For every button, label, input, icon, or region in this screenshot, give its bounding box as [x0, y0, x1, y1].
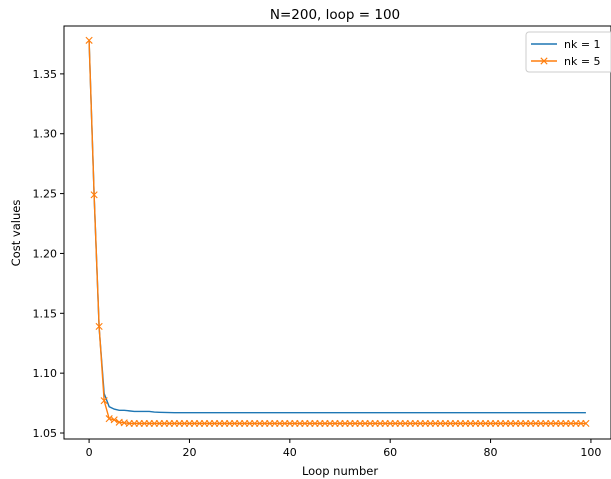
y-axis-label: Cost values — [9, 200, 23, 267]
legend-label-1: nk = 1 — [564, 38, 601, 51]
x-tick-label: 40 — [283, 446, 297, 459]
legend-label-2: nk = 5 — [564, 55, 601, 68]
y-tick-label: 1.20 — [33, 247, 58, 260]
x-tick-label: 20 — [182, 446, 196, 459]
plot-frame — [63, 25, 611, 440]
x-tick-label: 60 — [383, 446, 397, 459]
legend-box — [525, 31, 611, 73]
x-tick-label: 0 — [86, 446, 93, 459]
series-layer — [85, 36, 590, 428]
series-2-marker — [100, 397, 108, 405]
y-tick-label: 1.10 — [33, 367, 58, 380]
y-tick-label: 1.25 — [33, 188, 58, 201]
x-axis-label: Loop number — [302, 464, 378, 478]
series-2-marker — [85, 36, 93, 44]
legend-marker-2 — [540, 57, 548, 65]
series-2-marker — [582, 419, 590, 428]
series-line-2 — [88, 40, 586, 425]
y-tick-label: 1.35 — [33, 68, 58, 81]
x-tick-label: 100 — [580, 446, 601, 459]
series-2-marker — [110, 416, 118, 424]
series-2-marker — [95, 322, 103, 331]
chart-title: N=200, loop = 100 — [270, 7, 400, 23]
axis-ticks: 0 20 40 60 80 100 1.05 1.10 1.15 1.20 1.25 1.30 1.35 — [33, 68, 602, 459]
x-tick-label: 80 — [484, 446, 498, 459]
y-tick-label: 1.30 — [33, 128, 58, 141]
y-tick-label: 1.15 — [33, 307, 58, 320]
y-tick-label: 1.05 — [33, 427, 58, 440]
legend: nk = 1 nk = 5 — [525, 31, 611, 73]
series-2-marker — [90, 191, 98, 199]
series-line-1 — [88, 40, 586, 414]
